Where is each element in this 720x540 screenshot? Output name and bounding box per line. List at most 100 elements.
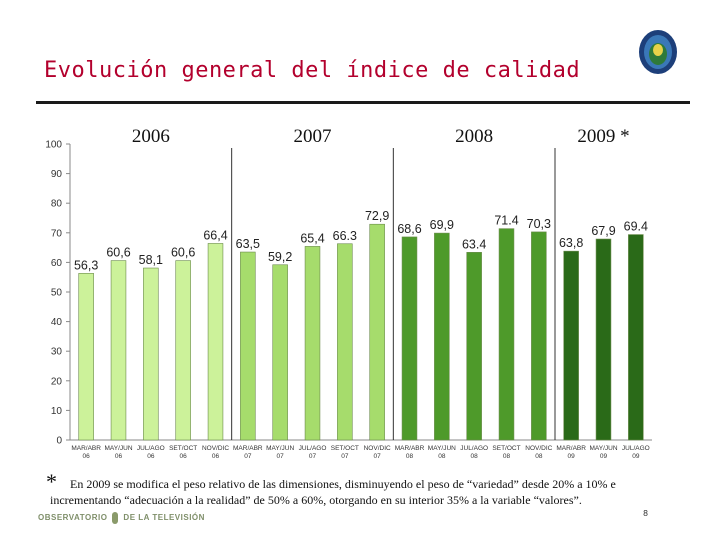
footnote-asterisk: * — [46, 469, 57, 494]
data-label: 65,4 — [300, 231, 324, 245]
x-tick-label: MAY/JUN — [428, 445, 456, 452]
title-divider — [36, 101, 690, 104]
brand-right-text: DE LA TELEVISIÓN — [123, 513, 205, 523]
data-label: 68,6 — [397, 222, 421, 236]
bar — [531, 231, 547, 441]
x-tick-label-year: 08 — [406, 453, 414, 460]
x-tick-label: MAY/JUN — [104, 445, 132, 452]
bar — [369, 223, 385, 441]
x-tick-label-year: 06 — [212, 453, 220, 460]
bar — [240, 251, 256, 441]
x-tick-label-year: 09 — [568, 453, 576, 460]
x-tick-label: JUL/AGO — [622, 445, 650, 452]
x-tick-label: MAY/JUN — [589, 445, 617, 452]
group-label: 2006 — [132, 126, 170, 147]
y-tick-label: 20 — [51, 376, 63, 387]
institution-seal-icon — [639, 30, 677, 74]
data-label: 56,3 — [74, 258, 98, 272]
brand-separator-icon — [112, 512, 119, 524]
group-label: 2007 — [294, 126, 332, 147]
data-label: 66,4 — [203, 228, 227, 242]
x-tick-label-year: 08 — [471, 453, 479, 460]
x-tick-label: NOV/DIC — [202, 445, 229, 452]
x-tick-label: JUL/AGO — [299, 445, 327, 452]
x-tick-label: MAR/ABR — [395, 445, 425, 452]
y-tick-label: 70 — [51, 228, 63, 239]
brand-footer: OBSERVATORIO DE LA TELEVISIÓN — [38, 512, 205, 524]
x-tick-label: MAR/ABR — [233, 445, 263, 452]
data-label: 72,9 — [365, 209, 389, 223]
data-label: 59,2 — [268, 250, 292, 264]
x-tick-label-year: 09 — [632, 453, 640, 460]
x-tick-label: JUL/AGO — [460, 445, 488, 452]
bar — [628, 234, 644, 441]
data-label: 60,6 — [106, 246, 130, 260]
x-tick-label-year: 06 — [147, 453, 155, 460]
x-tick-label: NOV/DIC — [364, 445, 391, 452]
x-tick-label: MAY/JUN — [266, 445, 294, 452]
brand-left-text: OBSERVATORIO — [38, 513, 108, 523]
x-tick-label: MAR/ABR — [71, 445, 101, 452]
y-tick-label: 100 — [45, 140, 62, 151]
x-tick-label-year: 07 — [341, 453, 349, 460]
x-tick-label-year: 07 — [244, 453, 252, 460]
y-tick-label: 0 — [56, 436, 62, 447]
y-tick-label: 30 — [51, 347, 63, 358]
y-tick-label: 90 — [51, 169, 63, 180]
x-tick-label-year: 06 — [83, 453, 91, 460]
data-label: 69,9 — [430, 218, 454, 232]
y-tick-label: 10 — [51, 406, 63, 417]
page-title: Evolución general del índice de calidad — [44, 58, 581, 83]
y-tick-label: 80 — [51, 199, 63, 210]
x-tick-label-year: 07 — [309, 453, 317, 460]
y-tick-label: 60 — [51, 258, 63, 269]
bar — [304, 246, 321, 441]
x-tick-label-year: 09 — [600, 453, 608, 460]
bar — [401, 236, 418, 441]
data-label: 63,8 — [559, 236, 583, 250]
bar — [78, 273, 94, 441]
bar — [466, 252, 482, 441]
bar — [563, 250, 579, 441]
quality-index-chart: 0 10 20 30 40 50 60 70 80 90 100 2006 2007 2008 2009 *… — [45, 126, 652, 460]
footnote-line-2: incrementando “adecuación a la realidad”… — [50, 493, 582, 507]
y-tick-label: 50 — [51, 288, 63, 299]
data-label: 71.4 — [494, 214, 518, 228]
data-label: 66.3 — [333, 229, 357, 243]
footnote-line-1: En 2009 se modifica el peso relativo de … — [70, 477, 616, 491]
bar — [143, 267, 159, 441]
data-label: 60,6 — [171, 246, 195, 260]
x-tick-label-year: 08 — [535, 453, 543, 460]
bar — [110, 260, 127, 441]
x-tick-label: MAR/ABR — [556, 445, 586, 452]
x-tick-label-year: 06 — [115, 453, 123, 460]
x-tick-label-year: 07 — [374, 453, 382, 460]
x-tick-label: JUL/AGO — [137, 445, 165, 452]
bar — [498, 228, 515, 441]
data-label: 67,9 — [591, 224, 615, 238]
data-label: 63.4 — [462, 237, 486, 251]
x-tick-label-year: 07 — [277, 453, 285, 460]
bar — [595, 238, 612, 441]
bar — [175, 260, 191, 441]
x-tick-label: SET/OCT — [169, 445, 197, 452]
group-label: 2009 * — [577, 126, 629, 147]
bar — [207, 243, 224, 441]
data-label: 58,1 — [139, 253, 163, 267]
data-label: 63,5 — [236, 237, 260, 251]
x-tick-label: SET/OCT — [492, 445, 520, 452]
x-tick-label: SET/OCT — [331, 445, 359, 452]
footnote: * En 2009 se modifica el peso relativo d… — [46, 471, 690, 508]
x-tick-label-year: 06 — [180, 453, 188, 460]
data-label: 70,3 — [527, 217, 551, 231]
group-label: 2008 — [455, 126, 493, 147]
bar — [337, 243, 353, 441]
bar — [434, 232, 450, 441]
bar — [272, 264, 288, 441]
data-label: 69.4 — [624, 220, 648, 234]
page-number: 8 — [643, 509, 649, 518]
y-tick-label: 40 — [51, 317, 63, 328]
x-tick-label: NOV/DIC — [525, 445, 552, 452]
x-tick-label-year: 08 — [503, 453, 511, 460]
x-tick-label-year: 08 — [438, 453, 446, 460]
